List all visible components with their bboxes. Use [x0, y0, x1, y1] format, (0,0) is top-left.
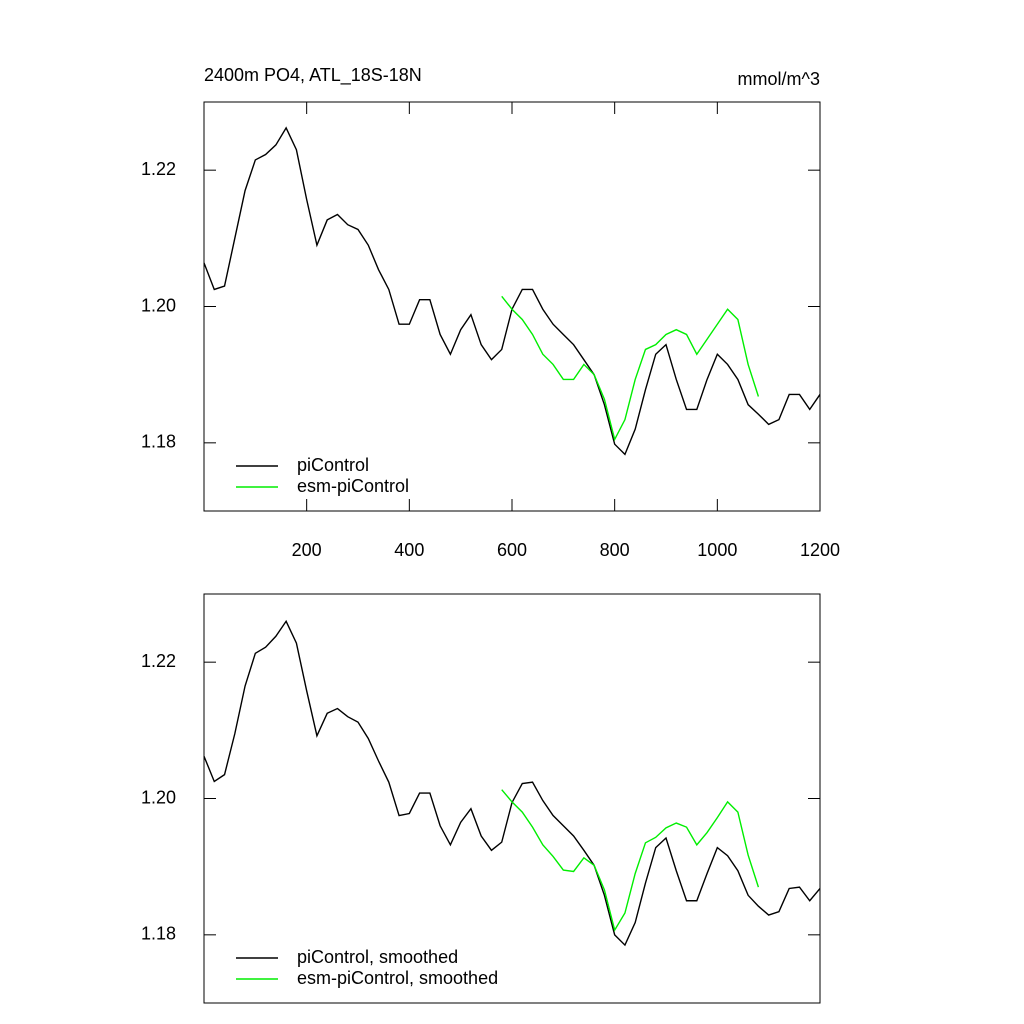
y-tick-label: 1.18	[141, 924, 176, 944]
legend-label: piControl, smoothed	[297, 947, 458, 967]
x-tick-label: 600	[497, 540, 527, 560]
data-line	[203, 619, 821, 947]
y-tick-label: 1.22	[141, 159, 176, 179]
data-line	[501, 295, 760, 442]
y-tick-label: 1.20	[141, 295, 176, 315]
plot-frame	[203, 593, 821, 1004]
chart-title: 2400m PO4, ATL_18S-18N	[204, 65, 422, 86]
x-tick-label: 200	[292, 540, 322, 560]
y-tick-label: 1.20	[141, 787, 176, 807]
plot-frame	[203, 101, 821, 512]
y-tick-label: 1.18	[141, 432, 176, 452]
x-tick-label: 400	[394, 540, 424, 560]
legend-label: piControl	[297, 455, 369, 475]
x-tick-label: 1000	[697, 540, 737, 560]
legend-label: esm-piControl	[297, 476, 409, 496]
units-label: mmol/m^3	[738, 69, 820, 89]
legend-label: esm-piControl, smoothed	[297, 968, 498, 988]
data-line	[203, 126, 821, 456]
x-tick-label: 800	[600, 540, 630, 560]
data-line	[501, 789, 760, 932]
y-tick-label: 1.22	[141, 651, 176, 671]
x-tick-label: 1200	[800, 540, 840, 560]
